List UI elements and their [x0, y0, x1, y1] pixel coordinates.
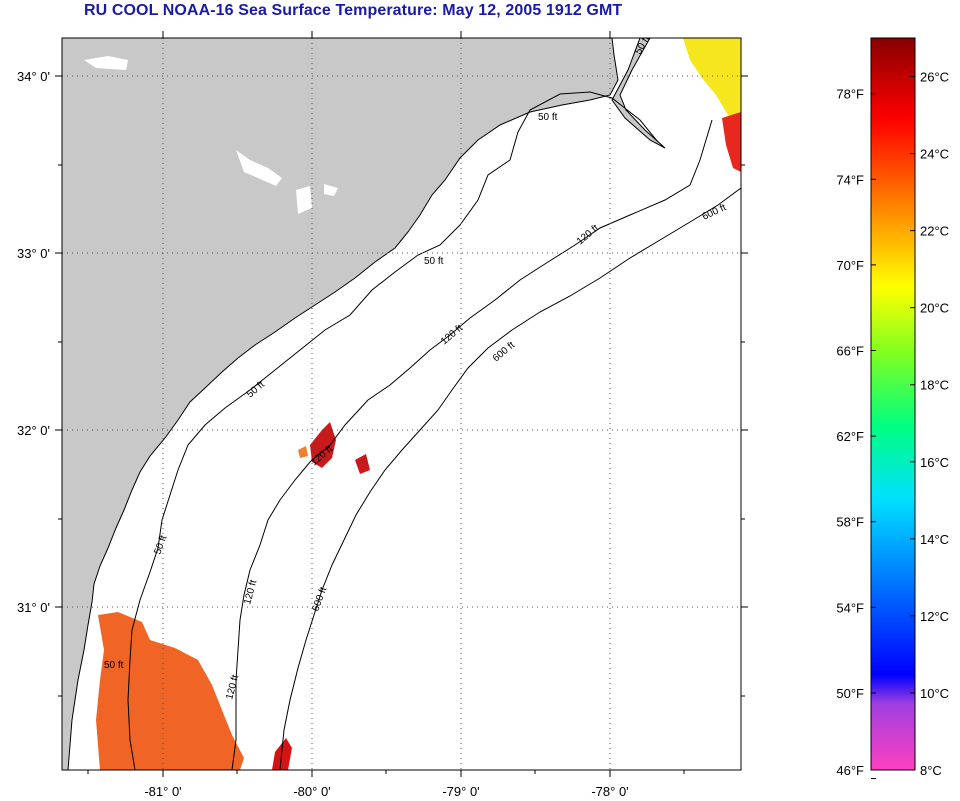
contour-50ft — [127, 91, 659, 770]
colorbar-label-fahrenheit: 78°F — [836, 87, 864, 102]
sst-patch-midshelf-2 — [355, 454, 370, 474]
colorbar-label-celsius: 16°C — [920, 455, 949, 470]
colorbar-label-celsius: 14°C — [920, 532, 949, 547]
colorbar-label-celsius: 22°C — [920, 224, 949, 239]
lat-label: 32° 0' — [17, 423, 50, 438]
sst-patch-northeast — [683, 38, 741, 120]
lat-label: 34° 0' — [17, 69, 50, 84]
colorbar-label-celsius: 8°C — [920, 763, 942, 778]
colorbar-label-fahrenheit: 46°F — [836, 763, 864, 778]
colorbar-label-fahrenheit: 70°F — [836, 258, 864, 273]
grid-lines — [62, 38, 741, 770]
map-frame — [61, 37, 742, 771]
cloud-patch-4 — [324, 184, 338, 196]
colorbar-label-celsius: 12°C — [920, 609, 949, 624]
colorbar-label-celsius: 24°C — [920, 147, 949, 162]
colorbar-label-celsius: 20°C — [920, 301, 949, 316]
sst-patch-southwest — [96, 612, 244, 770]
lon-label: -79° 0' — [442, 784, 479, 799]
colorbar-ticks — [871, 76, 915, 780]
sst-patch-midshelf-3 — [298, 446, 308, 458]
sst-patch-northeast-red — [722, 112, 741, 172]
cloud-patch — [236, 150, 282, 186]
colorbar-label-fahrenheit: 62°F — [836, 429, 864, 444]
contour-label: 50 ft — [104, 660, 124, 671]
cloud-patch-2 — [296, 186, 312, 214]
coastline — [67, 38, 619, 770]
contour-120ft — [231, 119, 713, 770]
map-title: RU COOL NOAA-16 Sea Surface Temperature:… — [84, 2, 623, 19]
lat-label: 33° 0' — [17, 246, 50, 261]
colorbar — [870, 37, 916, 771]
lon-label: -78° 0' — [591, 784, 628, 799]
lon-label: -80° 0' — [293, 784, 330, 799]
colorbar-label-fahrenheit: 58°F — [836, 515, 864, 530]
colorbar-label-celsius: 18°C — [920, 378, 949, 393]
colorbar-label-fahrenheit: 50°F — [836, 686, 864, 701]
cloud-patch-3 — [84, 56, 128, 70]
lat-label: 31° 0' — [17, 600, 50, 615]
contour-600ft — [279, 187, 741, 770]
colorbar-label-celsius: 10°C — [920, 686, 949, 701]
contour-label: 50 ft — [538, 112, 558, 123]
axis-ticks — [55, 31, 748, 777]
lon-label: -81° 0' — [144, 784, 181, 799]
contour-label: 50 ft — [424, 256, 444, 267]
colorbar-label-celsius: 26°C — [920, 70, 949, 85]
land-mass — [62, 38, 618, 770]
colorbar-label-fahrenheit: 74°F — [836, 172, 864, 187]
colorbar-label-fahrenheit: 54°F — [836, 600, 864, 615]
colorbar-label-fahrenheit: 66°F — [836, 343, 864, 358]
